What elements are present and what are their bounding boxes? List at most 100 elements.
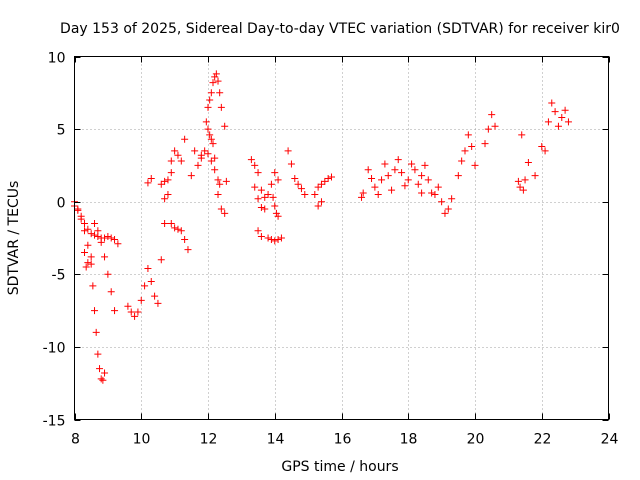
data-point [251,161,259,169]
data-point [77,215,85,223]
data-point [214,190,222,198]
data-point [272,209,280,217]
data-point [284,147,292,155]
data-point [491,122,499,130]
data-point [391,166,399,174]
data-point [171,147,179,155]
data-point [191,147,199,155]
data-point [321,177,329,185]
data-point [217,205,225,213]
data-point [107,288,115,296]
data-point [87,260,95,268]
data-point [271,237,279,245]
series-arc-12 [251,183,269,213]
data-point [197,151,205,159]
chart-title: Day 153 of 2025, Sidereal Day-to-day VTE… [60,21,620,37]
data-point [291,174,299,182]
data-point [207,89,215,97]
data-point [96,365,104,373]
data-point [521,176,529,184]
data-point [551,108,559,116]
series-arc-21 [481,111,499,148]
data-point [111,235,119,243]
data-point [221,209,229,217]
data-point [424,176,432,184]
series-arc-16 [311,173,335,210]
data-point [217,103,225,111]
data-point [89,282,97,290]
data-point [127,308,135,316]
data-point [221,122,229,130]
data-point [167,169,175,177]
data-point [131,312,139,320]
data-point [434,183,442,191]
y-tick-label: -10 [43,341,66,357]
series-arc-9 [202,70,229,130]
x-tick-label: 18 [400,432,418,448]
data-point [204,103,212,111]
x-tick-label: 12 [200,432,218,448]
data-point [317,198,325,206]
data-point [124,302,132,310]
series-arc-7 [144,174,169,188]
data-point [161,177,169,185]
data-point [167,219,175,227]
data-point [311,190,319,198]
data-point [181,235,189,243]
data-point [444,205,452,213]
data-point [254,169,262,177]
data-point [277,234,285,242]
data-point [404,176,412,184]
data-point [257,233,265,241]
data-point [438,198,446,206]
data-point [204,150,212,158]
data-point [371,183,379,191]
data-point [488,111,496,119]
series-arc-13 [254,227,285,245]
data-point [209,140,217,148]
series-arc-14 [269,193,282,220]
series-arc-10 [204,125,230,188]
data-point [514,177,522,185]
data-point [91,307,99,315]
data-point [181,135,189,143]
data-point [101,253,109,261]
data-point [327,173,335,181]
data-point [99,376,107,384]
data-point [212,70,220,78]
data-point [461,147,469,155]
data-point [428,189,436,197]
data-point [187,172,195,180]
series-arc-17 [358,189,367,201]
data-point [97,375,105,383]
data-point [84,259,92,267]
data-point [411,166,419,174]
data-point [544,118,552,126]
data-point [164,190,172,198]
data-point [271,169,279,177]
series-arc-3 [81,219,119,315]
y-tick-label: -5 [52,268,66,284]
data-point [107,234,115,242]
data-point [144,179,152,187]
series-arc-8 [197,147,229,217]
data-point [274,212,282,220]
data-point [137,296,145,304]
data-point [171,224,179,232]
data-point [257,204,265,212]
data-point [214,176,222,184]
y-tick-label: 0 [57,196,66,212]
series-arc-4 [124,169,175,320]
series-arc-23 [538,99,572,155]
data-point [317,180,325,188]
data-point [464,131,472,139]
data-point [421,161,429,169]
data-point [91,219,99,227]
data-point [84,241,92,249]
data-point [324,174,332,182]
data-point [418,189,426,197]
data-point [206,131,214,139]
data-point [261,193,269,201]
data-point [301,190,309,198]
data-point [147,278,155,286]
